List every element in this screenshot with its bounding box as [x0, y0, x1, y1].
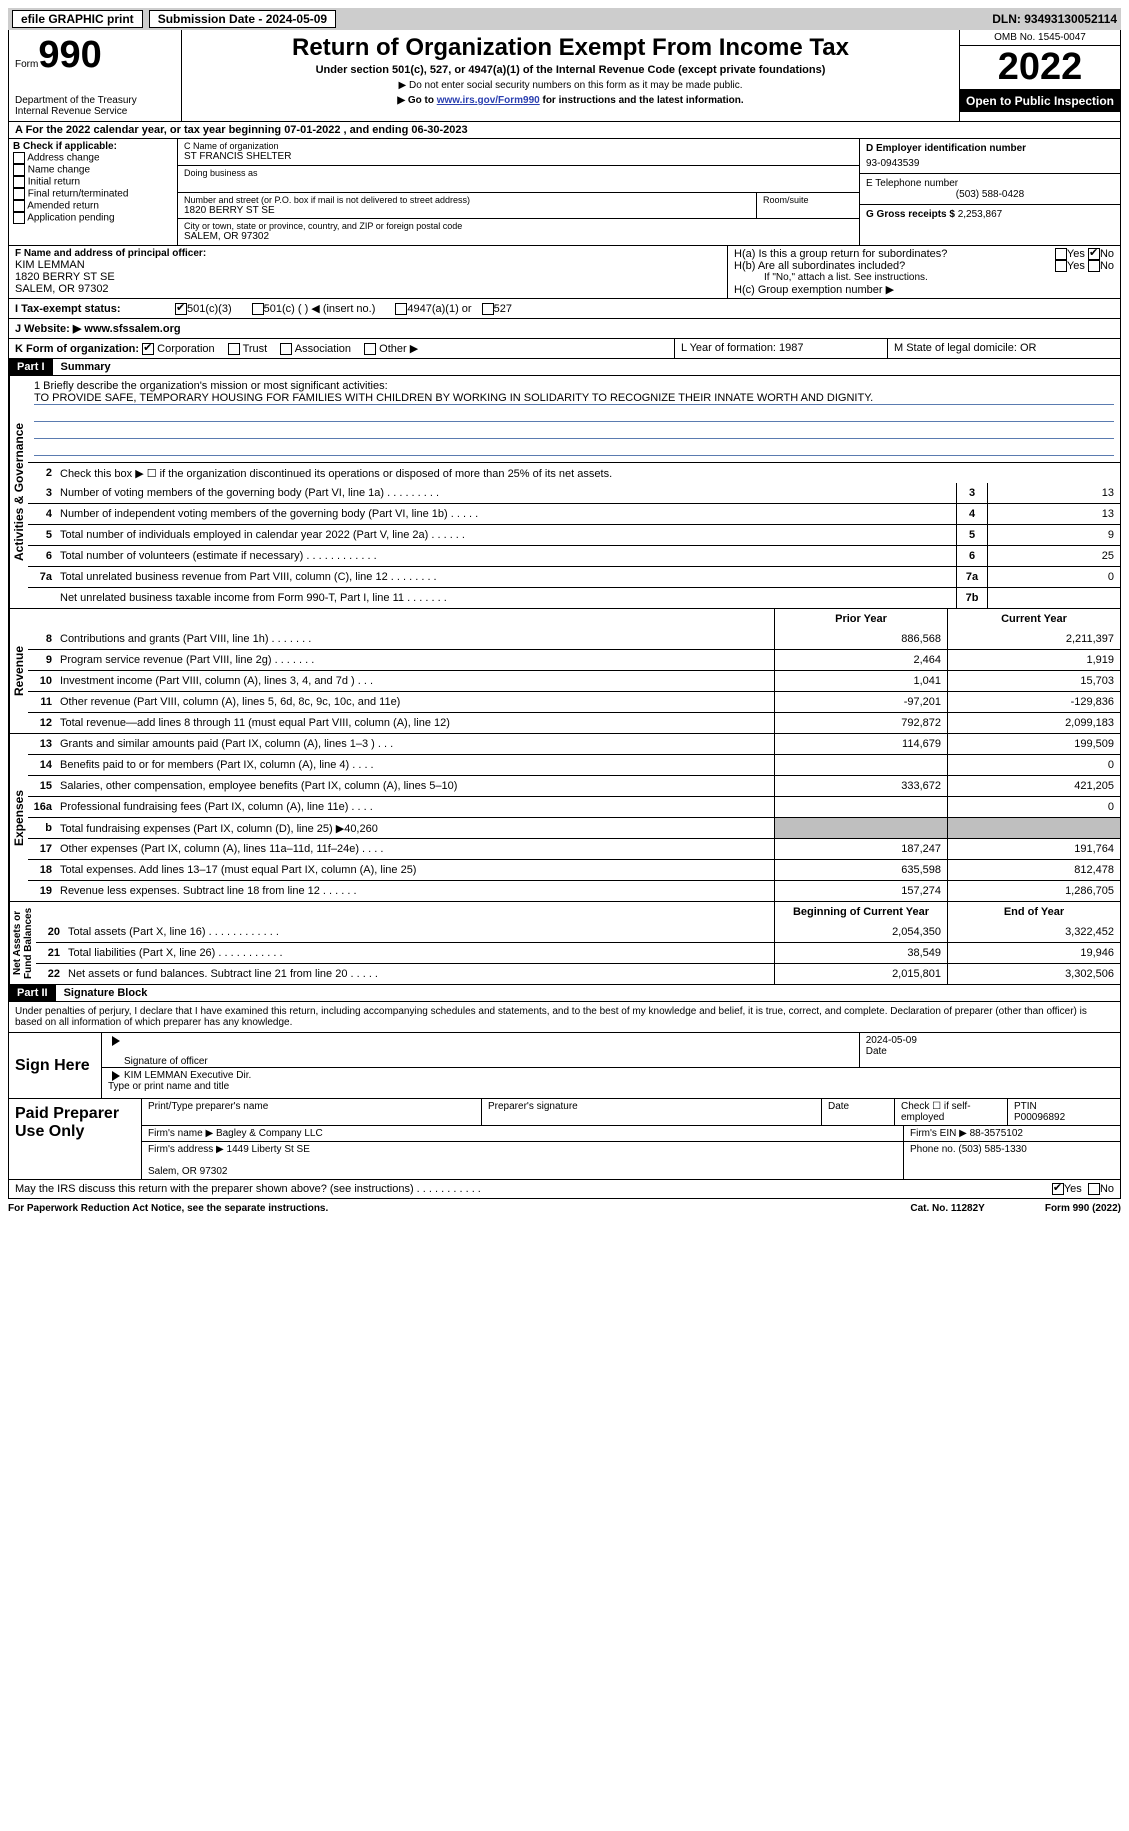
h-a: H(a) Is this a group return for subordin…	[734, 248, 1114, 260]
table-row: 9Program service revenue (Part VIII, lin…	[28, 649, 1120, 670]
declaration: Under penalties of perjury, I declare th…	[8, 1002, 1121, 1033]
table-row: 7aTotal unrelated business revenue from …	[28, 566, 1120, 587]
paid-preparer-block: Paid Preparer Use Only Print/Type prepar…	[8, 1099, 1121, 1180]
chk-initial: Initial return	[13, 176, 173, 188]
chk-amended: Amended return	[13, 200, 173, 212]
chk-final: Final return/terminated	[13, 188, 173, 200]
governance-block: Activities & Governance 1 Briefly descri…	[8, 376, 1121, 609]
row-a-tax-year: A For the 2022 calendar year, or tax yea…	[8, 122, 1121, 139]
org-name: ST FRANCIS SHELTER	[184, 151, 853, 162]
chk-name: Name change	[13, 164, 173, 176]
table-row: 14Benefits paid to or for members (Part …	[28, 754, 1120, 775]
table-row: 16aProfessional fundraising fees (Part I…	[28, 796, 1120, 817]
table-row: 21Total liabilities (Part X, line 26) . …	[36, 942, 1120, 963]
officer-name: KIM LEMMAN	[15, 259, 721, 271]
org-address: 1820 BERRY ST SE	[184, 205, 750, 216]
open-inspection: Open to Public Inspection	[960, 90, 1120, 112]
col-d: D Employer identification number 93-0943…	[859, 139, 1120, 245]
dln: DLN: 93493130052114	[992, 12, 1117, 26]
h-c: H(c) Group exemption number ▶	[734, 283, 1114, 296]
table-row: 10Investment income (Part VIII, column (…	[28, 670, 1120, 691]
part1-header: Part I Summary	[8, 359, 1121, 376]
discuss-row: May the IRS discuss this return with the…	[8, 1180, 1121, 1199]
table-row: bTotal fundraising expenses (Part IX, co…	[28, 817, 1120, 838]
col-b: B Check if applicable: Address change Na…	[9, 139, 178, 245]
form-title: Return of Organization Exempt From Incom…	[190, 34, 951, 62]
table-row: 5Total number of individuals employed in…	[28, 524, 1120, 545]
col-c: C Name of organization ST FRANCIS SHELTE…	[178, 139, 859, 245]
revenue-block: Revenue Prior YearCurrent Year 8Contribu…	[8, 609, 1121, 734]
h-b: H(b) Are all subordinates included? Yes …	[734, 260, 1114, 272]
table-row: 13Grants and similar amounts paid (Part …	[28, 734, 1120, 754]
table-row: 11Other revenue (Part VIII, column (A), …	[28, 691, 1120, 712]
note-ssn: ▶ Do not enter social security numbers o…	[190, 80, 951, 91]
expenses-block: Expenses 13Grants and similar amounts pa…	[8, 734, 1121, 902]
footer: For Paperwork Reduction Act Notice, see …	[8, 1199, 1121, 1214]
top-bar: efile GRAPHIC print Submission Date - 20…	[8, 8, 1121, 30]
section-bcd: B Check if applicable: Address change Na…	[8, 139, 1121, 246]
dept-label: Department of the Treasury Internal Reve…	[15, 95, 175, 117]
ein: 93-0943539	[866, 154, 1114, 169]
table-row: 19Revenue less expenses. Subtract line 1…	[28, 880, 1120, 901]
omb-number: OMB No. 1545-0047	[960, 30, 1120, 46]
table-row: 22Net assets or fund balances. Subtract …	[36, 963, 1120, 984]
section-fh: F Name and address of principal officer:…	[8, 246, 1121, 299]
form-number: Form990	[15, 34, 175, 77]
submission-date: Submission Date - 2024-05-09	[149, 10, 336, 28]
part2-header: Part II Signature Block	[8, 985, 1121, 1002]
state-domicile: M State of legal domicile: OR	[888, 339, 1120, 358]
note-link: ▶ Go to www.irs.gov/Form990 for instruct…	[190, 95, 951, 106]
table-row: 4Number of independent voting members of…	[28, 503, 1120, 524]
chk-address: Address change	[13, 152, 173, 164]
table-row: 17Other expenses (Part IX, column (A), l…	[28, 838, 1120, 859]
table-row: 8Contributions and grants (Part VIII, li…	[28, 629, 1120, 649]
efile-badge: efile GRAPHIC print	[12, 10, 143, 28]
chk-pending: Application pending	[13, 212, 173, 224]
telephone: (503) 588-0428	[866, 189, 1114, 200]
table-row: 6Total number of volunteers (estimate if…	[28, 545, 1120, 566]
table-row: 20Total assets (Part X, line 16) . . . .…	[36, 922, 1120, 942]
table-row: 3Number of voting members of the governi…	[28, 483, 1120, 503]
website-row: J Website: ▶ www.sfssalem.org	[8, 319, 1121, 339]
tax-exempt-row: I Tax-exempt status: 501(c)(3) 501(c) ( …	[8, 299, 1121, 319]
netassets-block: Net Assets or Fund Balances Beginning of…	[8, 902, 1121, 985]
form-header: Form990 Department of the Treasury Inter…	[8, 30, 1121, 122]
tax-year: 2022	[960, 46, 1120, 90]
table-row: 12Total revenue—add lines 8 through 11 (…	[28, 712, 1120, 733]
form-subtitle: Under section 501(c), 527, or 4947(a)(1)…	[190, 64, 951, 76]
org-city: SALEM, OR 97302	[184, 231, 853, 242]
gross-receipts: 2,253,867	[958, 209, 1003, 220]
year-formation: L Year of formation: 1987	[675, 339, 888, 358]
table-row: 15Salaries, other compensation, employee…	[28, 775, 1120, 796]
table-row: 18Total expenses. Add lines 13–17 (must …	[28, 859, 1120, 880]
table-row: Net unrelated business taxable income fr…	[28, 587, 1120, 608]
website: www.sfssalem.org	[81, 323, 180, 335]
sign-here-block: Sign Here Signature of officer 2024-05-0…	[8, 1033, 1121, 1099]
k-row: K Form of organization: Corporation Trus…	[8, 339, 1121, 359]
mission-text: TO PROVIDE SAFE, TEMPORARY HOUSING FOR F…	[34, 392, 1114, 405]
irs-link[interactable]: www.irs.gov/Form990	[437, 95, 540, 106]
